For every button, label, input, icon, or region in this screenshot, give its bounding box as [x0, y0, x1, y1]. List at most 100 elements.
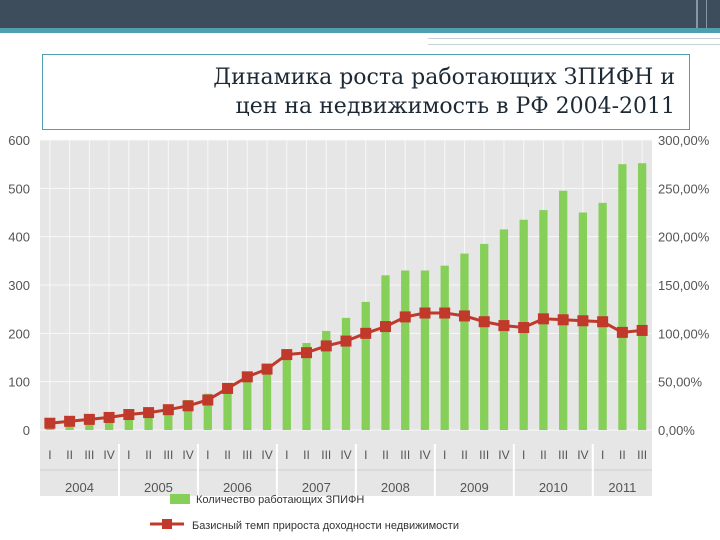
quarter-tick-label: III	[558, 448, 568, 462]
quarter-tick-label: I	[522, 448, 525, 462]
bar	[262, 364, 272, 430]
bar	[203, 393, 212, 430]
quarter-tick-label: I	[285, 448, 288, 462]
quarter-tick-label: I	[443, 448, 446, 462]
line-point	[557, 314, 569, 326]
quarter-tick-label: III	[242, 448, 252, 462]
line-point	[577, 315, 589, 327]
year-label: 2010	[539, 480, 568, 495]
legend-line-marker	[162, 519, 172, 529]
line-point	[202, 394, 214, 406]
left-tick-label: 500	[8, 181, 30, 196]
line-point	[320, 340, 332, 352]
quarter-tick-label: I	[206, 448, 209, 462]
year-label: 2006	[223, 480, 252, 495]
right-tick-label: 100,00%	[658, 326, 710, 341]
quarter-tick-label: IV	[182, 448, 193, 462]
year-label: 2011	[608, 480, 636, 495]
quarter-tick-label: II	[540, 448, 547, 462]
line-point	[182, 400, 194, 412]
corner-decoration	[696, 0, 698, 28]
right-tick-label: 50,00%	[658, 375, 703, 390]
legend-line-label: Базисный темп прироста доходности недвиж…	[192, 520, 459, 532]
bar	[420, 270, 430, 430]
line-point	[458, 310, 470, 322]
decorative-rule-2	[428, 44, 720, 45]
legend-bar-swatch	[170, 494, 190, 504]
bar	[164, 404, 173, 430]
quarter-tick-label: II	[461, 448, 468, 462]
line-point	[261, 363, 273, 375]
left-tick-label: 0	[23, 423, 30, 438]
bar	[322, 330, 331, 430]
left-axis: 0 100 200 300 400 500 600	[8, 133, 30, 438]
year-label: 2005	[144, 480, 173, 495]
bar	[144, 408, 153, 430]
bar	[65, 424, 74, 430]
bar	[440, 265, 449, 430]
year-label: 2007	[302, 480, 331, 495]
quarter-tick-label: IV	[419, 448, 430, 462]
quarter-tick-label: II	[382, 448, 389, 462]
quarter-tick-label: II	[224, 448, 231, 462]
left-tick-label: 300	[8, 278, 30, 293]
bar	[559, 190, 568, 430]
bar	[85, 421, 94, 430]
bar	[618, 164, 627, 430]
line-point	[301, 347, 313, 359]
quarter-tick-label: III	[400, 448, 410, 462]
line-point	[636, 324, 648, 336]
bar	[223, 386, 232, 430]
quarter-tick-label: III	[321, 448, 331, 462]
line-series	[44, 307, 648, 429]
bar	[282, 355, 291, 430]
bar	[243, 374, 252, 430]
right-tick-label: 300,00%	[658, 133, 710, 148]
bar	[637, 163, 647, 430]
bar	[183, 400, 193, 430]
quarter-tick-label: IV	[103, 448, 114, 462]
title-frame: Динамика роста работающих ЗПИФН и цен на…	[42, 54, 690, 130]
quarter-tick-label: II	[303, 448, 310, 462]
corner-decoration-thin	[706, 0, 707, 28]
line-point	[143, 407, 155, 419]
line-point	[44, 417, 56, 429]
bar	[341, 317, 351, 430]
line-point	[616, 326, 628, 338]
bar	[480, 243, 489, 430]
line-point	[83, 413, 95, 425]
line-point	[64, 415, 76, 427]
line-point	[498, 320, 510, 332]
line-point	[399, 311, 411, 323]
right-axis: 0,00% 50,00% 100,00% 150,00% 200,00% 250,00% 3…	[658, 133, 710, 438]
left-tick-label: 600	[8, 133, 30, 148]
quarter-tick-label: I	[364, 448, 367, 462]
bar	[401, 270, 410, 430]
line-point	[379, 321, 391, 333]
line-point	[360, 327, 372, 339]
line-point	[103, 411, 115, 423]
x-axis: I II III IV I II III IV I II III IV I II III IV I II III IV…	[40, 444, 652, 496]
line-point	[478, 316, 490, 328]
slide-header-accent	[0, 28, 720, 33]
line-point	[419, 307, 431, 319]
quarter-tick-label: I	[601, 448, 604, 462]
decorative-rule	[428, 38, 720, 39]
bar	[104, 417, 114, 430]
line-point	[241, 371, 253, 383]
line-point	[162, 404, 174, 416]
quarter-tick-label: II	[145, 448, 152, 462]
quarter-tick-label: IV	[340, 448, 351, 462]
legend-bar-label: Количество работающих ЗПИФН	[196, 494, 364, 506]
right-tick-label: 200,00%	[658, 230, 710, 245]
quarter-tick-label: II	[619, 448, 626, 462]
legend: Количество работающих ЗПИФН Базисный тем…	[150, 494, 459, 532]
quarter-tick-label: I	[127, 448, 130, 462]
right-tick-label: 250,00%	[658, 181, 710, 196]
line-point	[281, 349, 293, 361]
quarter-tick-label: III	[479, 448, 489, 462]
line-point	[597, 316, 609, 328]
bar	[460, 253, 469, 430]
line-point	[537, 313, 549, 325]
